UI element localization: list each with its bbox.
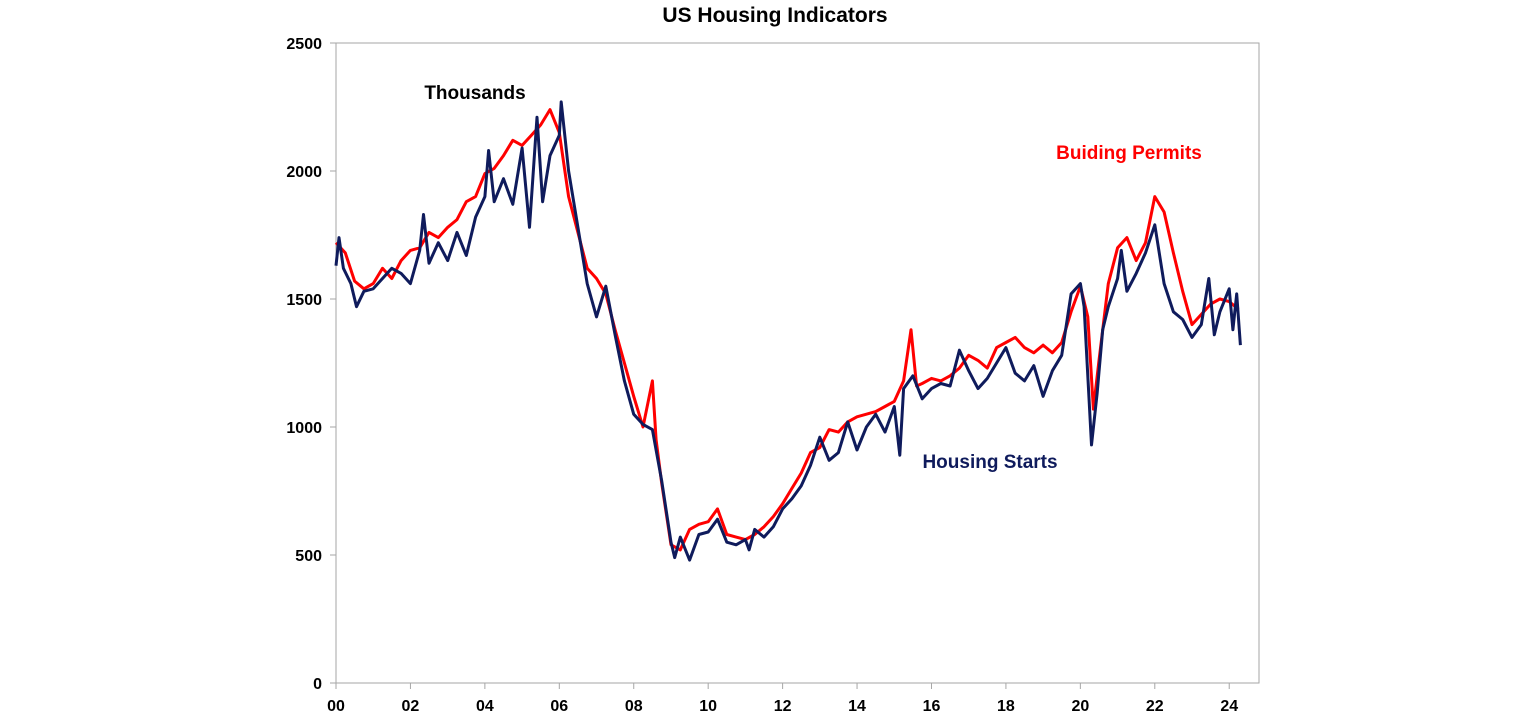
x-axis: 00 02 04 06 08 10 12 14 16 18 20 22 24 xyxy=(327,683,1238,715)
y-tick-label: 2500 xyxy=(286,36,322,53)
y-tick-label: 500 xyxy=(295,548,322,565)
x-tick-label: 00 xyxy=(327,698,345,715)
y-axis: 0 500 1000 1500 2000 2500 xyxy=(286,36,336,693)
chart-title: US Housing Indicators xyxy=(662,4,887,27)
x-tick-label: 06 xyxy=(550,698,568,715)
x-tick-label: 14 xyxy=(848,698,866,715)
units-annotation: Thousands xyxy=(424,83,525,104)
x-tick-label: 24 xyxy=(1220,698,1238,715)
y-tick-label: 2000 xyxy=(286,164,322,181)
x-tick-label: 08 xyxy=(625,698,643,715)
plot-frame xyxy=(335,42,1260,684)
y-tick-label: 0 xyxy=(313,676,322,693)
series-line-starts xyxy=(334,100,1242,562)
x-tick-label: 20 xyxy=(1071,698,1089,715)
x-tick-label: 02 xyxy=(402,698,420,715)
y-tick-label: 1500 xyxy=(286,292,322,309)
x-tick-label: 16 xyxy=(923,698,941,715)
x-tick-label: 10 xyxy=(699,698,717,715)
starts-series-label: Housing Starts xyxy=(922,452,1057,473)
x-tick-label: 22 xyxy=(1146,698,1164,715)
permits-series-label: Buiding Permits xyxy=(1056,143,1202,164)
series-layer xyxy=(334,100,1242,562)
x-tick-label: 04 xyxy=(476,698,494,715)
x-tick-label: 12 xyxy=(774,698,792,715)
y-tick-label: 1000 xyxy=(286,420,322,437)
x-tick-label: 18 xyxy=(997,698,1015,715)
